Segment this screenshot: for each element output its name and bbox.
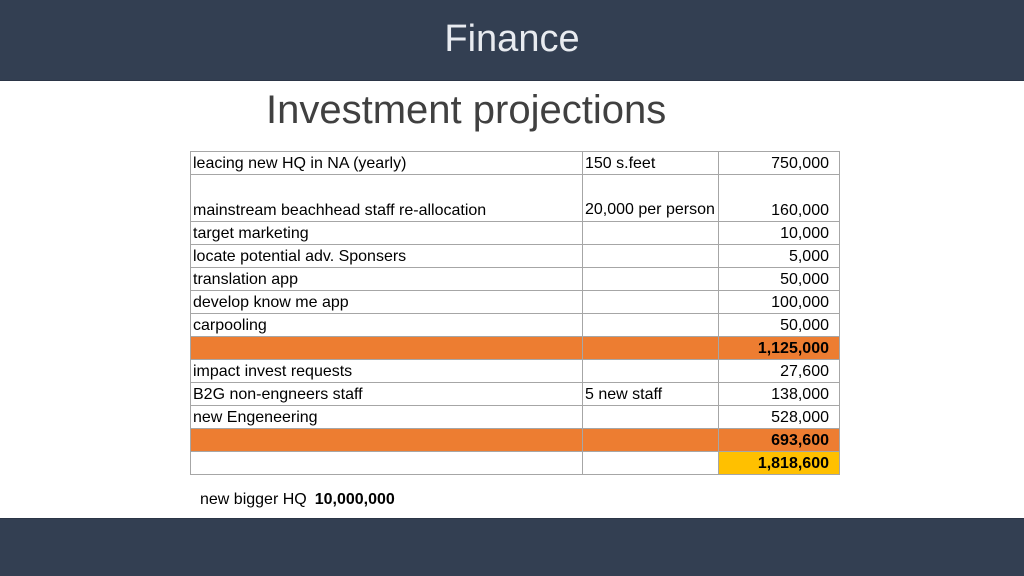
item-cell: target marketing xyxy=(190,221,583,245)
amount-cell: 160,000 xyxy=(718,174,840,222)
header-band: Finance xyxy=(0,0,1024,81)
item-cell: mainstream beachhead staff re-allocation xyxy=(190,174,583,222)
item-cell: develop know me app xyxy=(190,290,583,314)
item-cell: carpooling xyxy=(190,313,583,337)
item-cell: leacing new HQ in NA (yearly) xyxy=(190,151,583,175)
amount-cell: 27,600 xyxy=(718,359,840,383)
item-cell: locate potential adv. Sponsers xyxy=(190,244,583,268)
subtotal-amount-cell: 1,125,000 xyxy=(718,336,840,360)
amount-cell: 50,000 xyxy=(718,313,840,337)
table-row: locate potential adv. Sponsers 5,000 xyxy=(190,244,840,268)
table-row: mainstream beachhead staff re-allocation… xyxy=(190,174,840,222)
note-cell xyxy=(582,359,719,383)
item-cell: B2G non-engneers staff xyxy=(190,382,583,406)
note-cell xyxy=(582,313,719,337)
note-cell xyxy=(582,451,719,475)
table-row: translation app 50,000 xyxy=(190,267,840,291)
header-title: Finance xyxy=(444,18,580,60)
table-row: target marketing 10,000 xyxy=(190,221,840,245)
item-cell xyxy=(190,336,583,360)
note-cell xyxy=(582,244,719,268)
item-cell: impact invest requests xyxy=(190,359,583,383)
footer-band xyxy=(0,518,1024,576)
table-row: new Engeneering 528,000 xyxy=(190,405,840,429)
subtotal-row: 1,125,000 xyxy=(190,336,840,360)
table-row: B2G non-engneers staff 5 new staff 138,0… xyxy=(190,382,840,406)
footer-note: new bigger HQ 10,000,000 xyxy=(200,490,395,510)
item-cell xyxy=(190,428,583,452)
note-cell: 20,000 per person xyxy=(582,174,719,222)
amount-cell: 138,000 xyxy=(718,382,840,406)
amount-cell: 100,000 xyxy=(718,290,840,314)
footer-note-value: 10,000,000 xyxy=(314,491,395,508)
table-row: impact invest requests 27,600 xyxy=(190,359,840,383)
table-row: carpooling 50,000 xyxy=(190,313,840,337)
projection-table: leacing new HQ in NA (yearly) 150 s.feet… xyxy=(190,151,840,475)
amount-cell: 5,000 xyxy=(718,244,840,268)
grand-total-cell: 1,818,600 xyxy=(718,451,840,475)
note-cell xyxy=(582,405,719,429)
amount-cell: 10,000 xyxy=(718,221,840,245)
subtotal-row: 693,600 xyxy=(190,428,840,452)
projection-table-wrap: leacing new HQ in NA (yearly) 150 s.feet… xyxy=(190,151,840,475)
note-cell: 5 new staff xyxy=(582,382,719,406)
note-cell xyxy=(582,336,719,360)
total-row: 1,818,600 xyxy=(190,451,840,475)
table-row: develop know me app 100,000 xyxy=(190,290,840,314)
note-cell xyxy=(582,221,719,245)
subtotal-amount-cell: 693,600 xyxy=(718,428,840,452)
table-row: leacing new HQ in NA (yearly) 150 s.feet… xyxy=(190,151,840,175)
footer-note-label: new bigger HQ xyxy=(200,491,307,508)
amount-cell: 750,000 xyxy=(718,151,840,175)
note-cell xyxy=(582,290,719,314)
slide-subtitle: Investment projections xyxy=(266,88,667,132)
item-cell: translation app xyxy=(190,267,583,291)
item-cell: new Engeneering xyxy=(190,405,583,429)
note-cell: 150 s.feet xyxy=(582,151,719,175)
amount-cell: 50,000 xyxy=(718,267,840,291)
amount-cell: 528,000 xyxy=(718,405,840,429)
note-cell xyxy=(582,428,719,452)
item-cell xyxy=(190,451,583,475)
note-cell xyxy=(582,267,719,291)
